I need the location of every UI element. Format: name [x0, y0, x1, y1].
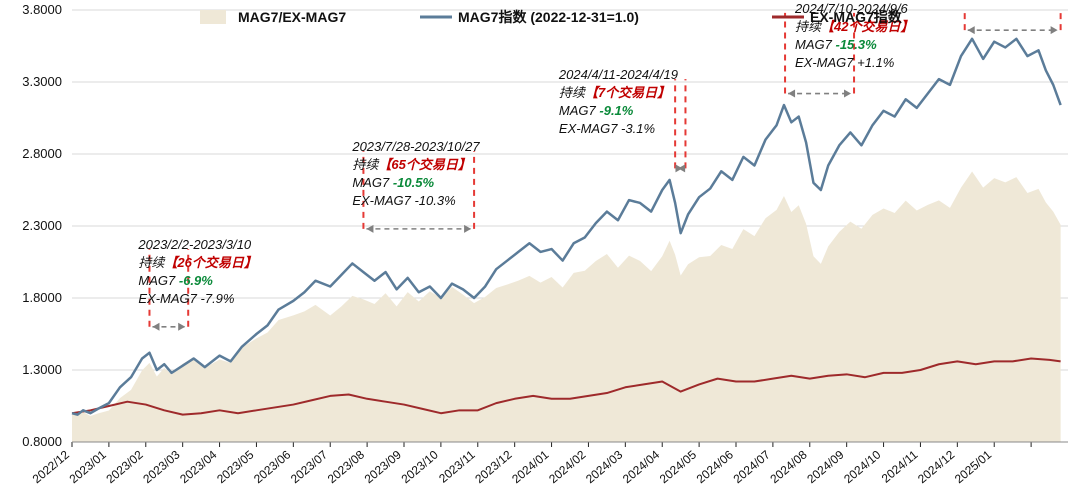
- chart-container: 0.8000 1.3000 1.8000 2.3000 2.8000 3.3000 3.80…: [0, 0, 1080, 504]
- x-tick-label: 2024/02: [546, 447, 588, 486]
- y-tick-label: 1.8000: [22, 290, 62, 305]
- x-tick-label: 2025/01: [952, 447, 994, 486]
- x-tick-label: 2023/10: [399, 447, 441, 486]
- x-tick-label: 2022/12: [30, 447, 72, 486]
- svg-text:持续【65个交易日】: 持续【65个交易日】: [352, 157, 470, 172]
- x-tick-label: 2023/05: [214, 447, 256, 486]
- x-tick-label: 2024/12: [915, 447, 957, 486]
- x-tick-label: 2023/07: [288, 447, 330, 486]
- svg-text:2024/4/11-2024/4/19: 2024/4/11-2024/4/19: [558, 67, 678, 82]
- x-tick-label: 2024/05: [657, 447, 699, 486]
- svg-text:MAG7 -15.3%: MAG7 -15.3%: [795, 37, 877, 52]
- svg-text:EX-MAG7 +1.1%: EX-MAG7 +1.1%: [795, 55, 894, 70]
- svg-text:MAG7 -6.9%: MAG7 -6.9%: [138, 273, 213, 288]
- y-tick-label: 0.8000: [22, 434, 62, 449]
- svg-text:MAG7 -9.1%: MAG7 -9.1%: [559, 103, 634, 118]
- x-tick-label: 2024/09: [804, 447, 846, 486]
- x-tick-label: 2024/01: [509, 447, 551, 486]
- time-series-chart: 0.8000 1.3000 1.8000 2.3000 2.8000 3.3000 3.80…: [0, 0, 1080, 504]
- svg-text:EX-MAG7 -3.1%: EX-MAG7 -3.1%: [559, 121, 655, 136]
- svg-text:2023/7/28-2023/10/27: 2023/7/28-2023/10/27: [351, 139, 480, 154]
- x-tick-label: 2024/04: [620, 447, 662, 486]
- svg-text:2023/2/2-2023/3/10: 2023/2/2-2023/3/10: [137, 237, 252, 252]
- x-tick-label: 2023/03: [140, 447, 182, 486]
- legend-swatch: [200, 10, 226, 24]
- x-tick-label: 2024/10: [841, 447, 883, 486]
- svg-text:EX-MAG7 -7.9%: EX-MAG7 -7.9%: [138, 291, 234, 306]
- x-tick-label: 2023/04: [177, 447, 219, 486]
- x-tick-label: 2024/03: [583, 447, 625, 486]
- x-tick-label: 2023/11: [436, 447, 478, 485]
- y-tick-label: 1.3000: [22, 362, 62, 377]
- legend-label: EX-MAG7指数: [810, 9, 903, 25]
- x-tick-label: 2024/11: [879, 447, 921, 485]
- x-tick-label: 2024/06: [694, 447, 736, 486]
- y-tick-label: 2.8000: [22, 146, 62, 161]
- y-tick-label: 3.8000: [22, 2, 62, 17]
- svg-text:EX-MAG7 -10.3%: EX-MAG7 -10.3%: [352, 193, 455, 208]
- y-tick-label: 3.3000: [22, 74, 62, 89]
- legend-label: MAG7/EX-MAG7: [238, 9, 346, 25]
- x-tick-label: 2023/06: [251, 447, 293, 486]
- x-tick-label: 2023/01: [67, 447, 109, 486]
- svg-text:MAG7 -10.5%: MAG7 -10.5%: [352, 175, 434, 190]
- x-tick-label: 2023/09: [362, 447, 404, 486]
- legend-label: MAG7指数 (2022-12-31=1.0): [458, 9, 639, 25]
- x-tick-label: 2024/08: [767, 447, 809, 486]
- x-tick-label: 2023/02: [103, 447, 145, 486]
- x-tick-label: 2023/12: [472, 447, 514, 486]
- x-tick-label: 2023/08: [325, 447, 367, 486]
- y-tick-label: 2.3000: [22, 218, 62, 233]
- svg-text:持续【26个交易日】: 持续【26个交易日】: [138, 255, 256, 270]
- svg-text:持续【7个交易日】: 持续【7个交易日】: [559, 85, 670, 100]
- plot-area: 0.8000 1.3000 1.8000 2.3000 2.8000 3.3000 3.80…: [22, 1, 1068, 486]
- x-tick-label: 2024/07: [731, 447, 773, 486]
